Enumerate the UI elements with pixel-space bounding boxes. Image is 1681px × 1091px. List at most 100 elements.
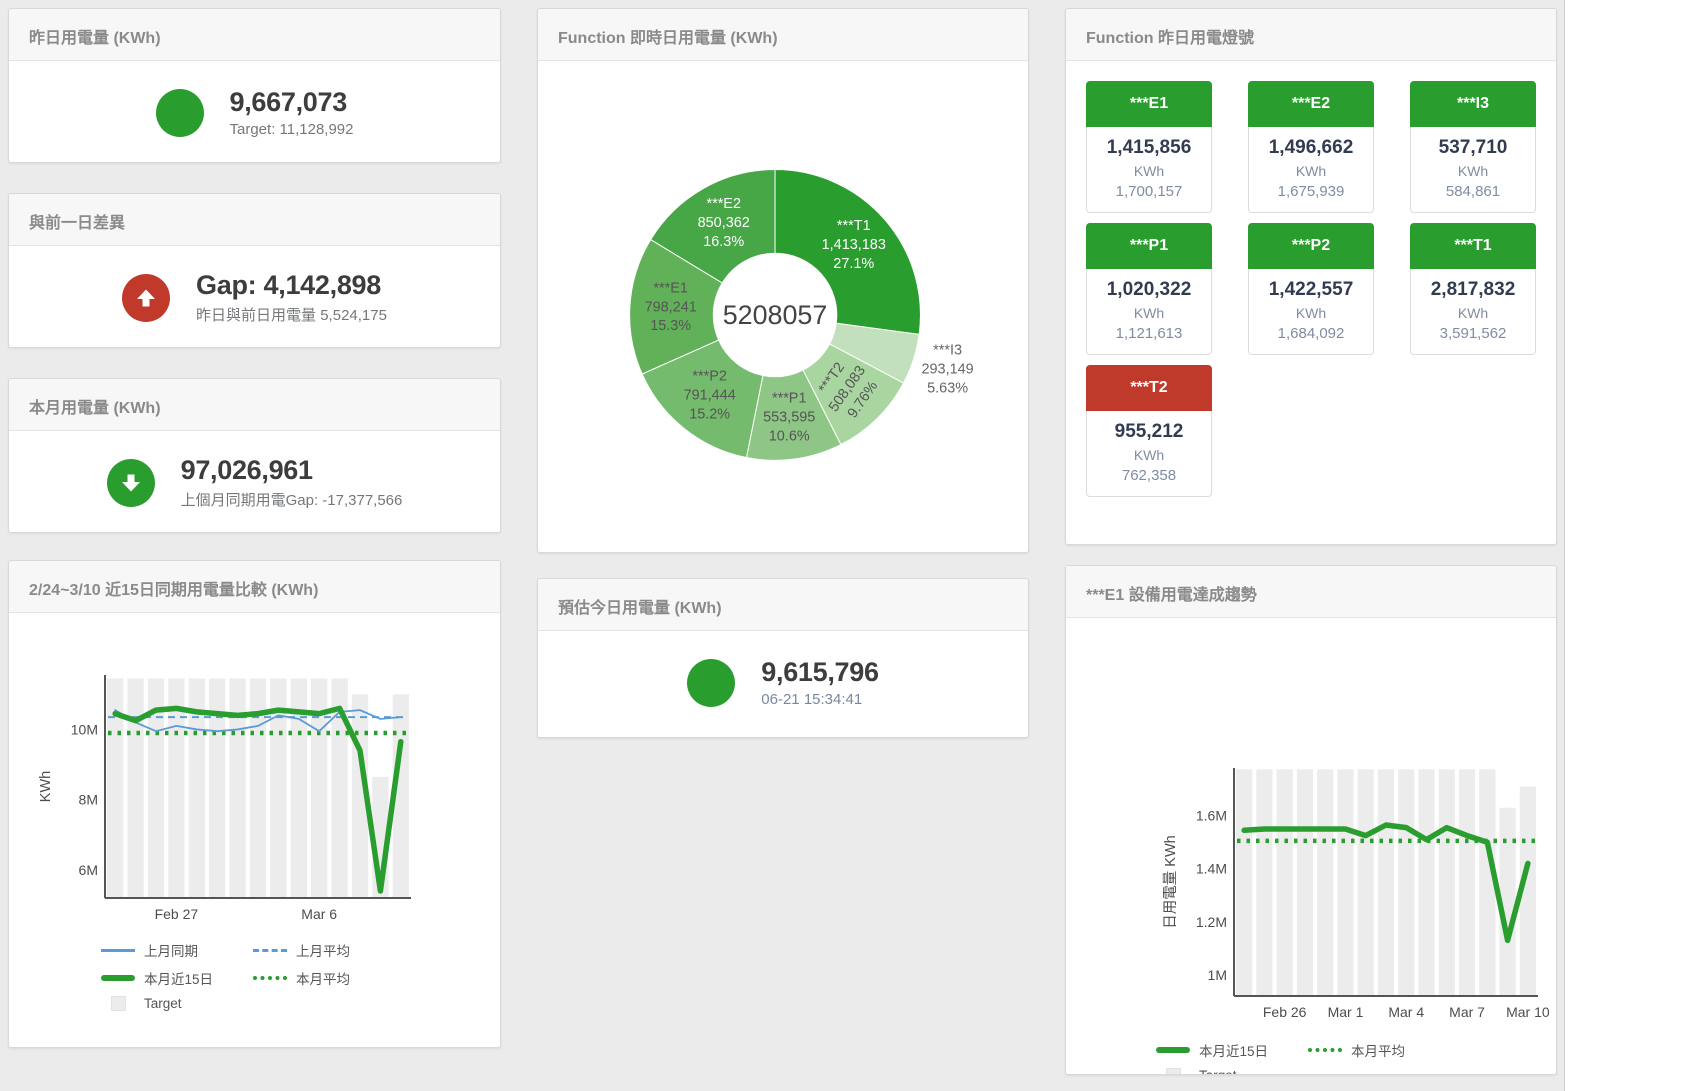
status-circle-icon <box>155 88 204 137</box>
arrow-down-icon <box>106 458 155 507</box>
arrow-up-icon <box>122 273 171 322</box>
legend-this-month-15d[interactable]: 本月近15日 <box>1156 1040 1308 1060</box>
tile-target-value: 1,675,939 <box>1277 183 1345 200</box>
target-swatch-icon <box>111 996 126 1011</box>
svg-text:1.6M: 1.6M <box>1196 808 1227 824</box>
device-tile-grid: ***E1 1,415,856 KWh 1,700,157 ***E2 1,496,662… <box>1066 61 1556 517</box>
legend-this-month-average[interactable]: 本月平均 <box>1308 1040 1405 1060</box>
card-title: Function 即時日用電量 (KWh) <box>538 9 1028 61</box>
svg-text:Mar 1: Mar 1 <box>1328 1004 1364 1020</box>
green-dotted-line-icon <box>1308 1048 1342 1052</box>
middle-column: Function 即時日用電量 (KWh) ***T1 1,413,183 27.1… <box>537 8 1029 1075</box>
green-dotted-line-icon <box>253 976 287 980</box>
device-tile: ***P1 1,020,322 KWh 1,121,613 <box>1086 223 1212 355</box>
tile-usage-value: 537,710 <box>1438 137 1508 158</box>
svg-text:1.4M: 1.4M <box>1196 861 1227 877</box>
tile-usage-value: 1,020,322 <box>1106 279 1192 300</box>
svg-text:Mar 4: Mar 4 <box>1388 1004 1424 1020</box>
tile-unit: KWh <box>1295 163 1327 179</box>
svg-text:Feb 27: Feb 27 <box>155 906 199 922</box>
tile-unit: KWh <box>1295 305 1327 321</box>
blue-dashed-line-icon <box>253 948 287 952</box>
device-tile: ***I3 537,710 KWh 584,861 <box>1410 81 1536 213</box>
compare-line-chart: 6M 8M 10M Feb 27 Mar 6 KWh <box>38 675 411 922</box>
green-line-icon <box>101 975 135 981</box>
svg-text:Mar 6: Mar 6 <box>301 906 337 922</box>
card-title: 預估今日用電量 (KWh) <box>538 579 1028 631</box>
tile-unit: KWh <box>1457 305 1489 321</box>
kpi-value: 9,615,796 <box>761 657 879 687</box>
target-swatch-icon <box>1166 1068 1181 1074</box>
card-title: 與前一日差異 <box>9 194 500 246</box>
svg-text:10M: 10M <box>71 721 98 737</box>
card-title: 本月用電量 (KWh) <box>9 379 500 431</box>
svg-text:Mar 10: Mar 10 <box>1506 1004 1550 1020</box>
tile-device-name: ***P1 <box>1086 223 1212 269</box>
tile-usage-value: 1,415,856 <box>1106 137 1192 158</box>
tile-target-value: 762,358 <box>1121 467 1177 484</box>
legend-this-month-15d[interactable]: 本月近15日 <box>101 968 253 988</box>
card-title: ***E1 設備用電達成趨勢 <box>1066 566 1556 618</box>
svg-text:1M: 1M <box>1208 967 1227 983</box>
legend-last-month-average[interactable]: 上月平均 <box>253 940 350 960</box>
kpi-value: Gap: 4,142,898 <box>196 270 381 300</box>
tile-target-value: 1,684,092 <box>1277 325 1345 342</box>
tile-device-name: ***P2 <box>1248 223 1374 269</box>
tile-unit: KWh <box>1133 305 1165 321</box>
legend-this-month-average[interactable]: 本月平均 <box>253 968 350 988</box>
tile-device-name: ***T1 <box>1410 223 1536 269</box>
svg-text:1.2M: 1.2M <box>1196 914 1227 930</box>
card-e1-trend-chart: ***E1 設備用電達成趨勢 1M 1.2M 1.4M 1.6M Feb 26 Mar 1… <box>1065 565 1557 1075</box>
right-column: Function 昨日用電燈號 ***E1 1,415,856 KWh 1,700,1… <box>1065 8 1557 1075</box>
card-gap-previous-day: 與前一日差異 Gap: 4,142,898 昨日與前日用電量 5,524,175 <box>8 193 501 348</box>
card-estimate-today: 預估今日用電量 (KWh) 9,615,796 06-21 15:34:41 <box>537 578 1029 738</box>
tile-unit: KWh <box>1133 163 1165 179</box>
tile-usage-value: 1,422,557 <box>1268 279 1354 300</box>
tile-usage-value: 1,496,662 <box>1268 137 1354 158</box>
device-tile: ***T1 2,817,832 KWh 3,591,562 <box>1410 223 1536 355</box>
tile-usage-value: 955,212 <box>1114 421 1184 442</box>
svg-text:8M: 8M <box>79 792 98 808</box>
kpi-timestamp: 06-21 15:34:41 <box>761 691 863 708</box>
blue-line-icon <box>101 948 135 952</box>
card-yesterday-usage: 昨日用電量 (KWh) 9,667,073 Target: 11,128,992 <box>8 8 501 163</box>
left-column: 昨日用電量 (KWh) 9,667,073 Target: 11,128,992… <box>8 8 501 1075</box>
tile-target-value: 584,861 <box>1445 183 1501 200</box>
device-tile: ***E1 1,415,856 KWh 1,700,157 <box>1086 81 1212 213</box>
card-title: Function 昨日用電燈號 <box>1066 9 1556 61</box>
kpi-subtitle: 上個月同期用電Gap: -17,377,566 <box>180 492 403 509</box>
realtime-usage-donut-chart: ***T1 1,413,183 27.1%***I3 293,149 5.63%***T… <box>629 169 974 461</box>
tile-target-value: 1,700,157 <box>1115 183 1183 200</box>
green-line-icon <box>1156 1047 1190 1053</box>
compare-chart-legend: 上月同期 上月平均 本月近15日 本月平均 Target <box>101 940 500 1011</box>
status-circle-icon <box>687 658 736 707</box>
legend-target[interactable]: Target <box>1156 1068 1308 1074</box>
tile-unit: KWh <box>1133 447 1165 463</box>
tile-device-name: ***E1 <box>1086 81 1212 127</box>
svg-text:日用電量 KWh: 日用電量 KWh <box>1163 835 1179 928</box>
tile-target-value: 1,121,613 <box>1115 325 1183 342</box>
card-title: 2/24~3/10 近15日同期用電量比較 (KWh) <box>9 561 500 613</box>
device-tile: ***E2 1,496,662 KWh 1,675,939 <box>1248 81 1374 213</box>
e1-trend-line-chart: 1M 1.2M 1.4M 1.6M Feb 26 Mar 1 Mar 4 Mar 7 Mar 1… <box>1163 768 1550 1020</box>
kpi-subtitle: 昨日與前日用電量 5,524,175 <box>196 307 387 324</box>
card-title: 昨日用電量 (KWh) <box>9 9 500 61</box>
legend-last-month-period[interactable]: 上月同期 <box>101 940 253 960</box>
svg-text:Feb 26: Feb 26 <box>1263 1004 1307 1020</box>
tile-device-name: ***I3 <box>1410 81 1536 127</box>
device-tile: ***P2 1,422,557 KWh 1,684,092 <box>1248 223 1374 355</box>
device-tile: ***T2 955,212 KWh 762,358 <box>1086 365 1212 497</box>
legend-target[interactable]: Target <box>101 996 253 1011</box>
dashboard: 昨日用電量 (KWh) 9,667,073 Target: 11,128,992… <box>0 0 1565 1091</box>
donut-center-total: 5208057 <box>723 300 828 330</box>
kpi-value: 97,026,961 <box>180 455 313 485</box>
svg-text:Mar 7: Mar 7 <box>1449 1004 1485 1020</box>
card-device-status-lights: Function 昨日用電燈號 ***E1 1,415,856 KWh 1,700,1… <box>1065 8 1557 545</box>
svg-text:6M: 6M <box>79 862 98 878</box>
tile-target-value: 3,591,562 <box>1439 325 1507 342</box>
tile-device-name: ***T2 <box>1086 365 1212 411</box>
